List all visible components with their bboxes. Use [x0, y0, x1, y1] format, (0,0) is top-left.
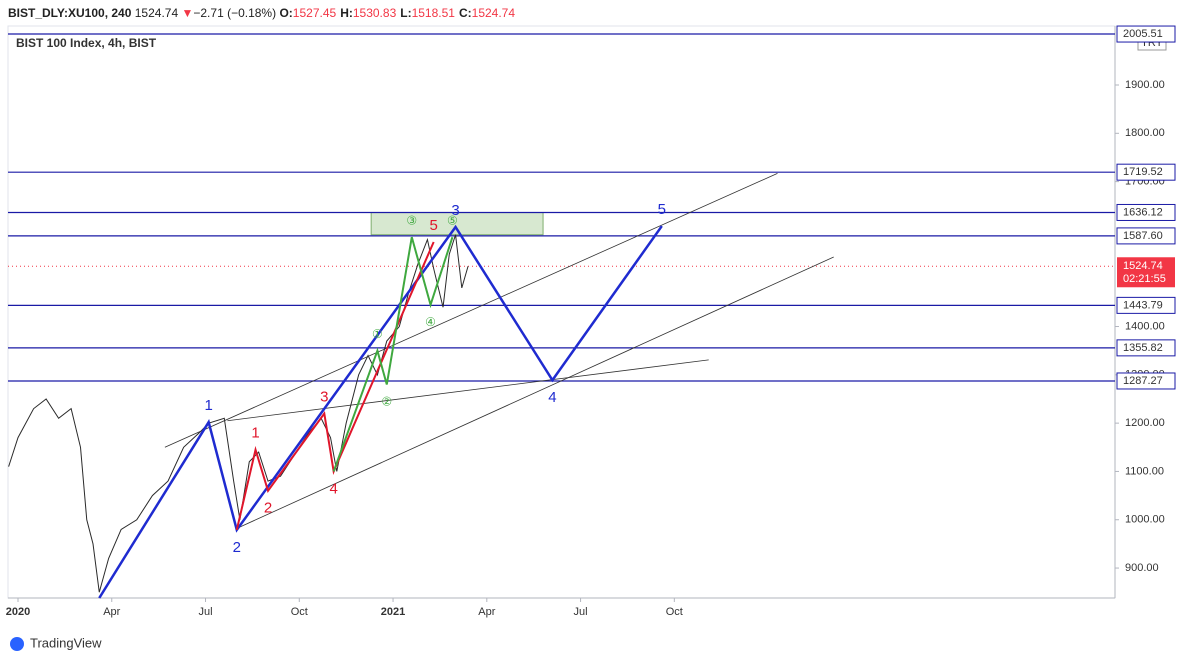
x-tick-label: Apr: [478, 606, 495, 618]
y-tick-label: 1000.00: [1125, 514, 1165, 526]
wave-label: 2: [233, 539, 241, 556]
wave-label: ①: [372, 327, 383, 341]
wave-label: 2: [264, 500, 272, 517]
wave: [98, 224, 663, 599]
level-box: [1116, 163, 1176, 181]
symbol: BIST_DLY:XU100, 240: [8, 6, 132, 20]
header: BIST_DLY:XU100, 240 1524.74 ▼−2.71 (−0.1…: [8, 6, 519, 20]
level-label: 1443.79: [1123, 299, 1163, 311]
x-tick-label: Oct: [291, 606, 308, 618]
trendline: [164, 173, 778, 448]
wave: [235, 241, 435, 531]
trendline: [227, 359, 709, 422]
ohlc-key: H:: [340, 6, 353, 20]
level-box: [1116, 372, 1176, 390]
wave-label: 3: [320, 388, 328, 405]
level-label: 1636.12: [1123, 206, 1163, 218]
x-tick-label: 2021: [381, 606, 405, 618]
wave-label: 1: [251, 425, 259, 442]
ohlc-value: 1518.51: [411, 6, 455, 20]
arrow: ▼: [181, 6, 194, 20]
y-tick-label: 1700.00: [1125, 176, 1165, 188]
footer: TradingView: [30, 635, 102, 650]
y-tick-label: 1300.00: [1125, 369, 1165, 381]
level-box: [1116, 339, 1176, 357]
wave-label: 1: [204, 397, 212, 414]
level-label: 1287.27: [1123, 375, 1163, 387]
ohlc-value: 1530.83: [352, 6, 397, 20]
plot-frame: [7, 25, 1116, 599]
wave-label: ⑤: [447, 213, 458, 227]
level-box: [1116, 203, 1176, 221]
wave-label: 5: [430, 217, 438, 234]
change: −2.71 (−0.18%): [193, 6, 277, 20]
legend: BIST 100 Index, 4h, BIST: [16, 36, 157, 50]
logo: [10, 637, 24, 651]
current-box: [1117, 257, 1175, 288]
currency-box: [1137, 33, 1167, 51]
x-tick-label: Jul: [574, 606, 588, 618]
wave: [332, 236, 454, 472]
y-tick-label: 1100.00: [1125, 465, 1164, 477]
x-tick-label: Jul: [198, 606, 212, 618]
x-tick-label: Apr: [103, 606, 120, 618]
last: 1524.74: [134, 6, 179, 20]
wave-label: ④: [425, 315, 436, 329]
y-tick-label: 1800.00: [1125, 127, 1165, 139]
y-tick-label: 900.00: [1125, 562, 1159, 574]
level-box: [1116, 227, 1176, 245]
price-line: [8, 234, 469, 593]
ohlc-key: C:: [458, 6, 472, 20]
ohlc-key: O:: [279, 6, 293, 20]
x-tick-label: Oct: [666, 606, 683, 618]
level-label: 1587.60: [1123, 230, 1163, 242]
level-box: [1116, 296, 1176, 314]
ohlc-value: 1524.74: [471, 6, 516, 20]
currency: TRY: [1141, 37, 1163, 49]
ohlc: O:1527.45 H:1530.83 L:1518.51 C:1524.74: [279, 6, 519, 20]
wave-label: 4: [548, 389, 556, 406]
y-tick-label: 1900.00: [1125, 79, 1165, 91]
level-box: [1116, 25, 1176, 43]
level-label: 1719.52: [1123, 166, 1163, 178]
trendline: [239, 256, 834, 528]
level-label: 1355.82: [1123, 342, 1163, 354]
zone: [370, 212, 544, 236]
x-tick-label: 2020: [6, 606, 30, 618]
y-tick-label: 1200.00: [1125, 417, 1165, 429]
ohlc-key: L:: [400, 6, 412, 20]
countdown: 02:21:55: [1123, 273, 1166, 285]
y-tick-label: 1400.00: [1125, 320, 1165, 332]
wave-label: ②: [381, 395, 392, 409]
current-label: 1524.74: [1123, 260, 1163, 272]
ohlc-value: 1527.45: [292, 6, 337, 20]
wave-label: 3: [451, 202, 459, 219]
wave-label: 4: [329, 480, 337, 497]
wave-label: ③: [406, 213, 417, 227]
level-label: 2005.51: [1123, 28, 1163, 40]
wave-label: 5: [658, 201, 666, 218]
